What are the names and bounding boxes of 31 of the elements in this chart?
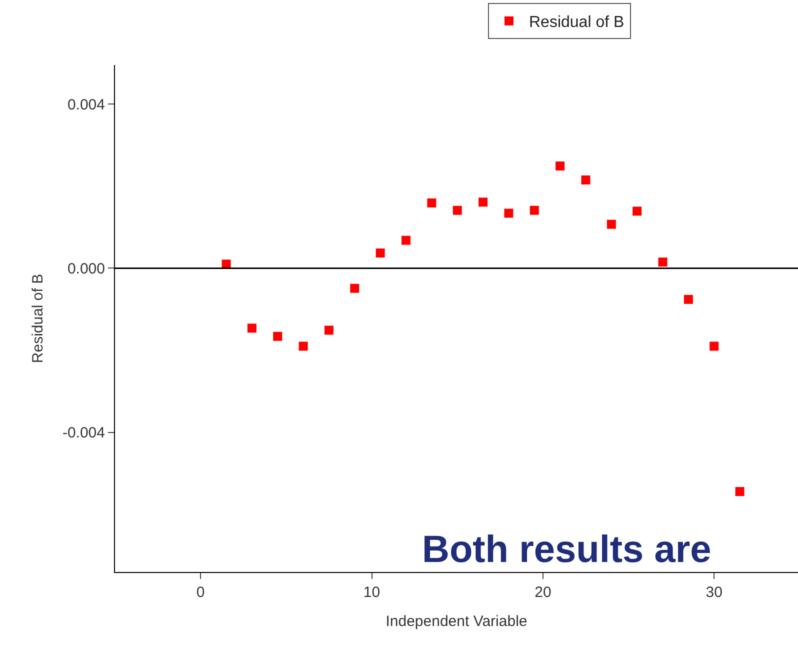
point — [298, 342, 308, 351]
x-tick-label: 20 — [534, 584, 552, 601]
point — [658, 258, 668, 267]
point — [402, 236, 410, 245]
point — [556, 161, 565, 170]
point — [632, 206, 642, 216]
point — [427, 198, 436, 208]
legend-label: Residual of B — [529, 14, 624, 32]
point — [376, 248, 385, 258]
point — [581, 175, 590, 184]
x-tick-label: 0 — [196, 584, 205, 601]
point — [452, 206, 462, 215]
x-tick-label: 30 — [706, 584, 722, 601]
point — [606, 220, 616, 229]
y-axis-title: Residual of B — [30, 274, 47, 364]
point — [324, 326, 334, 335]
point — [530, 206, 539, 215]
y-tick-label: -0.004 — [62, 424, 105, 442]
point — [504, 208, 514, 218]
point — [273, 332, 282, 341]
point — [684, 294, 693, 304]
annotation: Both results are — [422, 529, 712, 571]
point — [247, 324, 256, 333]
x-axis-title: Independent Variable — [386, 613, 528, 630]
y-tick-label: 0.000 — [67, 260, 105, 278]
y-tick-label: 0.004 — [67, 96, 105, 114]
point — [735, 487, 744, 496]
point — [350, 284, 360, 293]
point — [478, 198, 488, 207]
point — [710, 342, 719, 351]
x-tick-label: 10 — [363, 584, 380, 601]
